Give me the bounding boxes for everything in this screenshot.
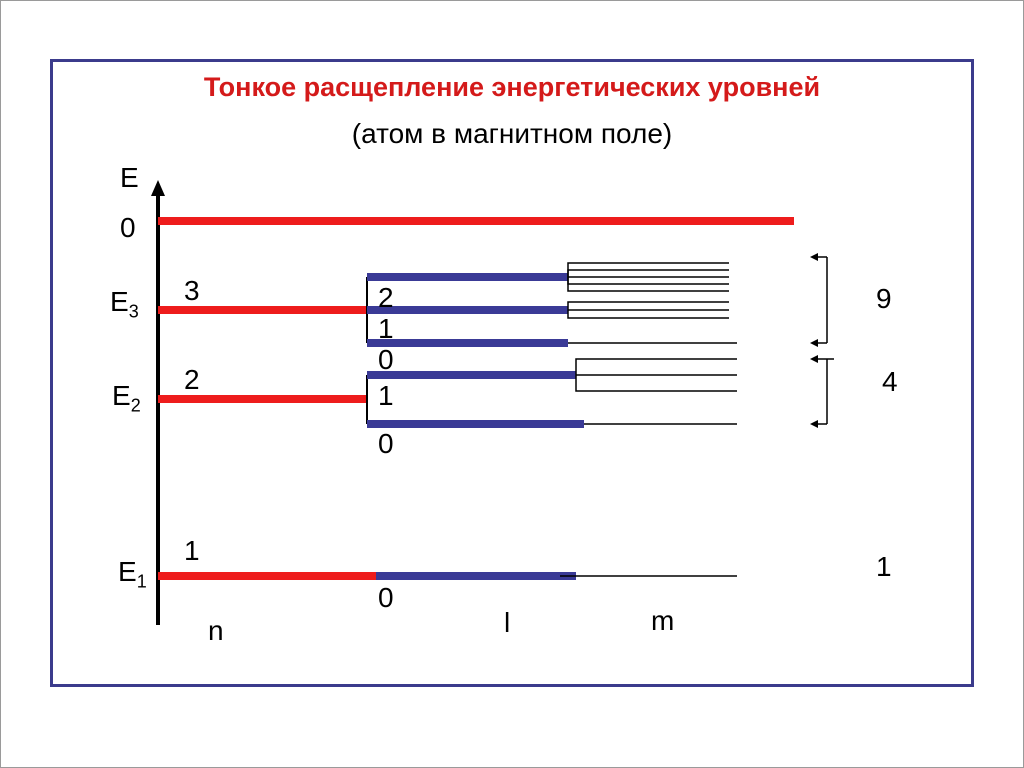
n-value-3: 3 xyxy=(184,275,200,306)
column-label-m: m xyxy=(651,605,675,636)
e3-l2-m-split xyxy=(567,262,729,292)
l-value-e3-2: 2 xyxy=(378,282,394,313)
e2-l1-m-split xyxy=(575,358,737,392)
l-value-e3-0: 0 xyxy=(378,344,394,375)
column-label-l: l xyxy=(504,607,511,638)
l-value-e3-1: 1 xyxy=(378,313,394,344)
l-value-e2-0: 0 xyxy=(378,428,394,459)
level-e2-label: E2 xyxy=(112,380,141,416)
n2-count-bracket xyxy=(810,355,834,428)
slide-subtitle: (атом в магнитном поле) xyxy=(351,118,673,149)
e3-l1-m-split xyxy=(567,301,729,319)
count-n2: 4 xyxy=(882,366,898,397)
count-n3: 9 xyxy=(876,283,892,314)
level-e1-label: E1 xyxy=(118,556,147,592)
level-e3-label: E3 xyxy=(110,286,139,322)
energy-axis-arrow xyxy=(151,180,165,196)
count-n1: 1 xyxy=(876,551,892,582)
l-value-e1-0: 0 xyxy=(378,582,394,613)
n-value-2: 2 xyxy=(184,364,200,395)
l-value-e2-1: 1 xyxy=(378,380,394,411)
n3-count-bracket xyxy=(810,253,828,347)
slide-title: Тонкое расщепление энергетических уровне… xyxy=(203,72,821,102)
n-value-1: 1 xyxy=(184,535,200,566)
slide-frame xyxy=(50,59,974,687)
column-label-n: n xyxy=(208,615,224,646)
level-zero-label: 0 xyxy=(120,212,136,243)
axis-label-e: E xyxy=(120,162,139,193)
